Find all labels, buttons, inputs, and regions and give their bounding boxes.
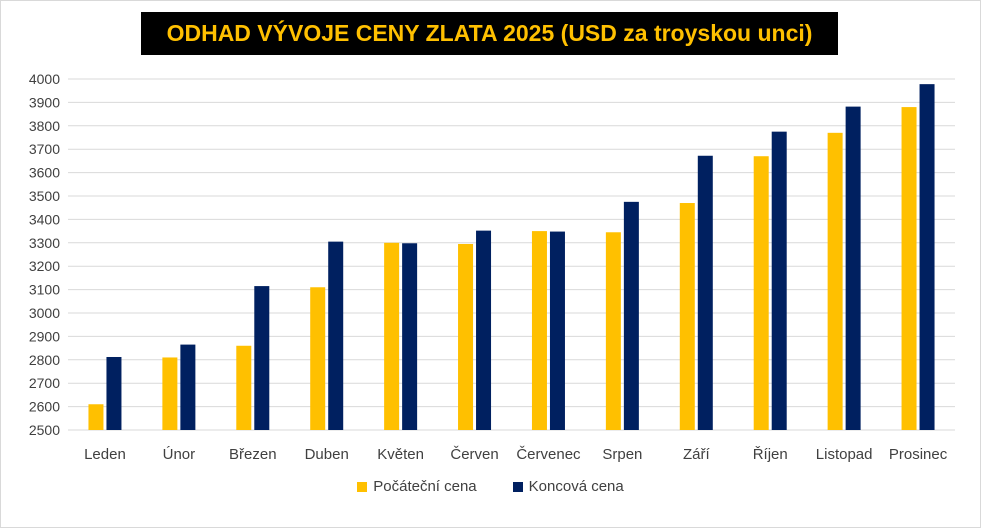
y-tick-label: 2900	[29, 328, 60, 344]
x-tick-label: Únor	[163, 446, 196, 463]
y-tick-label: 3100	[29, 282, 60, 298]
y-tick-label: 2500	[29, 422, 60, 438]
legend-item-start: Počáteční cena	[357, 478, 477, 495]
bar-start	[679, 203, 695, 430]
bar-end	[254, 286, 270, 430]
x-tick-label: Květen	[377, 446, 424, 463]
bar-start	[384, 242, 400, 430]
legend-label-end: Koncová cena	[528, 478, 624, 495]
bar-end	[476, 230, 492, 430]
bar-end	[328, 241, 344, 430]
x-tick-label: Červen	[450, 446, 498, 463]
bar-end	[697, 155, 713, 430]
y-tick-label: 4000	[29, 71, 60, 87]
y-tick-label: 3900	[29, 94, 60, 110]
x-tick-label: Leden	[84, 446, 126, 463]
bar-start	[531, 231, 547, 430]
legend-label-start: Počáteční cena	[373, 478, 477, 495]
bar-start	[458, 243, 474, 430]
y-tick-label: 2600	[29, 399, 60, 415]
y-tick-label: 3500	[29, 188, 60, 204]
x-tick-label: Září	[683, 446, 711, 463]
bar-start	[88, 404, 104, 430]
bar-end	[106, 356, 122, 430]
bar-start	[753, 156, 769, 430]
y-tick-label: 3200	[29, 258, 60, 274]
x-tick-label: Duben	[305, 446, 349, 463]
legend-swatch-start	[357, 481, 368, 492]
x-tick-label: Listopad	[816, 446, 873, 463]
y-tick-label: 3400	[29, 211, 60, 227]
bar-start	[162, 357, 178, 430]
bar-end	[180, 344, 196, 430]
y-tick-label: 3300	[29, 235, 60, 251]
bar-start	[236, 345, 252, 430]
chart-title-box: ODHAD VÝVOJE CENY ZLATA 2025 (USD za tro…	[141, 12, 838, 55]
y-tick-label: 2800	[29, 352, 60, 368]
bar-end	[919, 84, 935, 430]
bar-start	[310, 287, 326, 430]
bar-end	[623, 201, 639, 430]
bar-start	[901, 107, 917, 430]
x-tick-label: Říjen	[753, 446, 788, 463]
x-tick-label: Březen	[229, 446, 277, 463]
chart-legend: Počáteční cena Koncová cena	[0, 478, 981, 495]
bar-end	[845, 106, 861, 430]
y-tick-label: 3800	[29, 118, 60, 134]
bar-end	[771, 131, 787, 430]
y-tick-label: 3700	[29, 141, 60, 157]
chart-title: ODHAD VÝVOJE CENY ZLATA 2025 (USD za tro…	[166, 20, 813, 46]
bar-end	[549, 231, 565, 430]
bar-start	[605, 232, 621, 430]
x-tick-label: Červenec	[516, 446, 581, 463]
bar-end	[402, 243, 418, 430]
y-tick-label: 3600	[29, 165, 60, 181]
x-tick-label: Prosinec	[889, 446, 948, 463]
legend-item-end: Koncová cena	[512, 478, 624, 495]
y-tick-label: 3000	[29, 305, 60, 321]
bar-start	[827, 132, 843, 430]
legend-swatch-end	[512, 481, 523, 492]
x-tick-label: Srpen	[602, 446, 642, 463]
y-tick-label: 2700	[29, 375, 60, 391]
